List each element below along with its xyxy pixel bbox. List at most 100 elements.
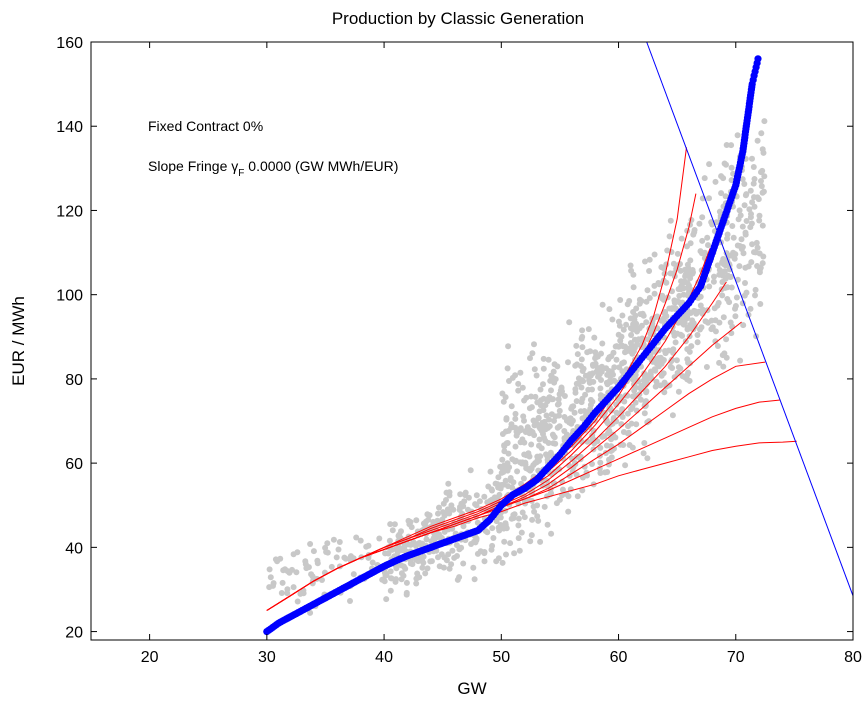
- scatter-point: [751, 203, 758, 210]
- scatter-point: [733, 294, 740, 301]
- scatter-point: [737, 357, 744, 364]
- scatter-point: [641, 410, 648, 417]
- scatter-point: [661, 389, 668, 396]
- scatter-point: [599, 340, 606, 347]
- scatter-point: [667, 217, 674, 224]
- scatter-point: [711, 273, 717, 280]
- scatter-point: [500, 525, 507, 532]
- scatter-point: [742, 231, 749, 238]
- scatter-point: [692, 308, 699, 315]
- scatter-point: [677, 365, 684, 372]
- scatter-point: [629, 376, 636, 383]
- scatter-point: [644, 455, 651, 462]
- scatter-point: [537, 402, 544, 409]
- scatter-point: [419, 564, 426, 571]
- scatter-point: [747, 214, 754, 221]
- scatter-point: [618, 342, 625, 349]
- scatter-point: [724, 231, 731, 238]
- x-tick-label: 20: [141, 649, 159, 666]
- y-tick-label: 20: [65, 625, 83, 642]
- scatter-point: [540, 355, 547, 362]
- scatter-point: [606, 306, 613, 313]
- scatter-point: [723, 354, 730, 361]
- scatter-point: [694, 339, 701, 346]
- scatter-point: [467, 467, 474, 474]
- scatter-point: [501, 538, 508, 545]
- scatter-point: [626, 298, 633, 304]
- scatter-point: [755, 196, 762, 203]
- scatter-point: [561, 414, 568, 420]
- scatter-point: [540, 407, 547, 414]
- scatter-point: [590, 427, 597, 434]
- scatter-point: [547, 449, 554, 456]
- scatter-point: [643, 398, 649, 405]
- scatter-point: [481, 558, 488, 565]
- scatter-point: [443, 497, 449, 503]
- scatter-point: [402, 565, 409, 572]
- scatter-point: [487, 468, 494, 475]
- scatter-point: [474, 519, 481, 526]
- scatter-point: [554, 401, 561, 408]
- scatter-point: [531, 366, 538, 373]
- scatter-point: [519, 509, 526, 516]
- scatter-point: [756, 212, 763, 219]
- scatter-point: [350, 571, 357, 578]
- scatter-point: [578, 356, 585, 363]
- annotation-slope-suffix: 0.0000 (GW MWh/EUR): [244, 158, 398, 174]
- y-tick-label: 80: [65, 372, 83, 389]
- scatter-point: [555, 412, 562, 419]
- scatter-point: [741, 181, 748, 187]
- scatter-point: [470, 564, 477, 571]
- scatter-point: [515, 380, 522, 387]
- scatter-point: [668, 358, 675, 365]
- scatter-point: [389, 527, 396, 534]
- scatter-point: [582, 391, 589, 398]
- x-axis-title: GW: [457, 679, 486, 698]
- scatter-point: [552, 376, 559, 383]
- scatter-point: [533, 372, 540, 379]
- scatter-point: [752, 286, 759, 293]
- scatter-point: [512, 410, 519, 417]
- scatter-point: [751, 176, 758, 182]
- scatter-point: [651, 366, 658, 373]
- plot-frame: [90, 41, 854, 641]
- scatter-point: [747, 224, 754, 231]
- scatter-point: [517, 369, 524, 376]
- scatter-point: [574, 351, 581, 358]
- scatter-point: [521, 514, 528, 521]
- y-tick-label: 160: [56, 35, 83, 52]
- scatter-point: [543, 412, 550, 419]
- scatter-point: [616, 397, 623, 404]
- scatter-point: [729, 223, 736, 229]
- scatter-point: [523, 394, 530, 401]
- scatter-point: [514, 429, 521, 436]
- scatter-point: [728, 330, 735, 337]
- scatter-point: [525, 450, 532, 457]
- scatter-point: [628, 406, 635, 413]
- y-tick-label: 140: [56, 119, 83, 136]
- scatter-point: [643, 319, 650, 326]
- scatter-point: [723, 336, 730, 343]
- scatter-point: [502, 428, 509, 435]
- scatter-point: [502, 477, 509, 484]
- scatter-point: [319, 577, 325, 583]
- scatter-point: [670, 260, 677, 267]
- scatter-point: [620, 326, 627, 333]
- scatter-point: [420, 520, 427, 527]
- chart-title: Production by Classic Generation: [332, 9, 584, 28]
- scatter-point: [474, 550, 481, 557]
- scatter-point: [556, 496, 563, 503]
- scatter-point: [510, 479, 517, 486]
- scatter-point: [741, 292, 748, 299]
- scatter-point: [716, 319, 723, 326]
- scatter-point: [515, 515, 522, 522]
- scatter-point: [736, 207, 743, 214]
- scatter-point: [716, 359, 723, 366]
- scatter-point: [670, 349, 677, 356]
- x-tick-label: 30: [258, 649, 276, 666]
- scatter-point: [493, 558, 500, 565]
- scatter-point: [743, 218, 750, 224]
- scatter-point: [671, 374, 678, 381]
- scatter-point: [400, 572, 407, 579]
